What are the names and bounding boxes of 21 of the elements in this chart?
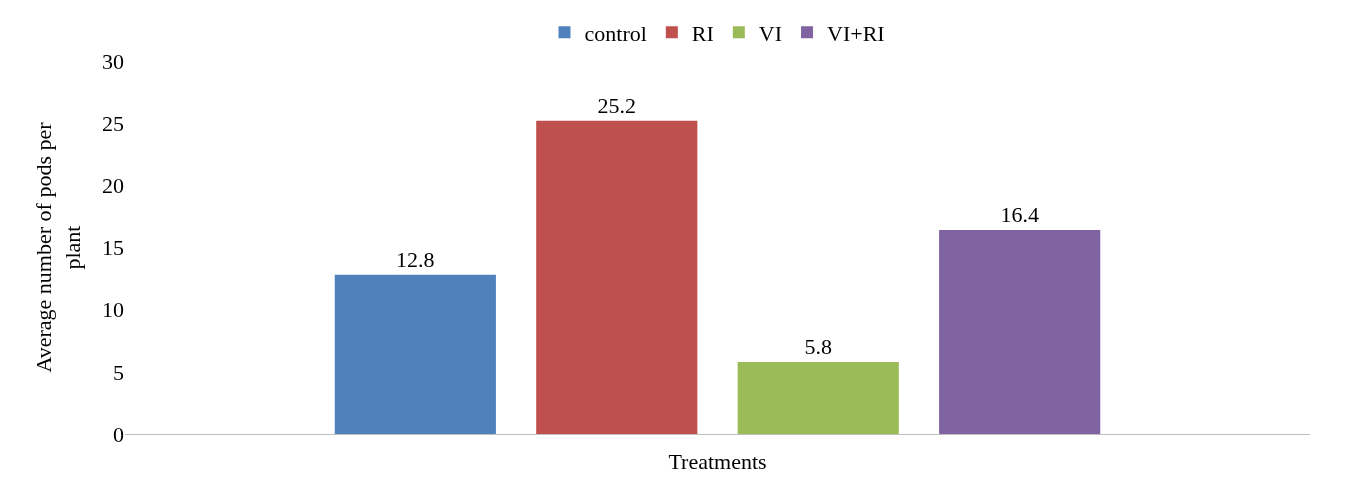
y-tick-label: 30 — [102, 48, 124, 74]
y-tick-label: 25 — [102, 110, 124, 136]
legend-label: VI — [758, 20, 783, 46]
legend-label: VI+RI — [827, 20, 885, 46]
y-tick-label: 5 — [113, 359, 124, 385]
y-tick-label: 0 — [113, 421, 124, 447]
y-axis-title: Average number of pods per plant — [31, 121, 85, 373]
y-tick-label: 15 — [102, 235, 124, 261]
legend-label: RI — [691, 20, 714, 46]
data-label: 12.8 — [396, 246, 435, 272]
legend-label: control — [584, 20, 647, 46]
data-label: 25.2 — [597, 92, 637, 118]
bar — [939, 230, 1101, 434]
bar — [334, 274, 496, 434]
data-label: 5.8 — [804, 333, 832, 359]
y-tick-label: 20 — [102, 173, 124, 199]
x-axis-title: Treatments — [668, 449, 767, 475]
data-label: 16.4 — [1000, 202, 1039, 228]
bar — [737, 361, 899, 434]
y-tick-label: 10 — [102, 297, 124, 323]
bar — [536, 120, 698, 434]
